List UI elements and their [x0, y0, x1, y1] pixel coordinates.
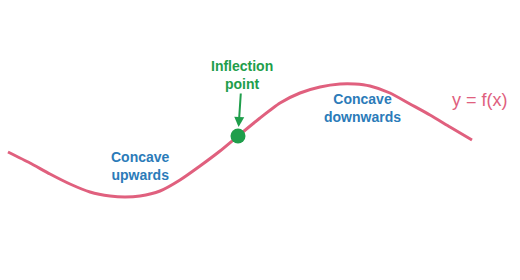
svg-text:Inflectionpoint: Inflectionpoint: [211, 58, 273, 92]
svg-text:y = f(x): y = f(x): [452, 90, 508, 110]
svg-text:Concavedownwards: Concavedownwards: [324, 91, 401, 125]
svg-text:Concaveupwards: Concaveupwards: [111, 149, 170, 183]
